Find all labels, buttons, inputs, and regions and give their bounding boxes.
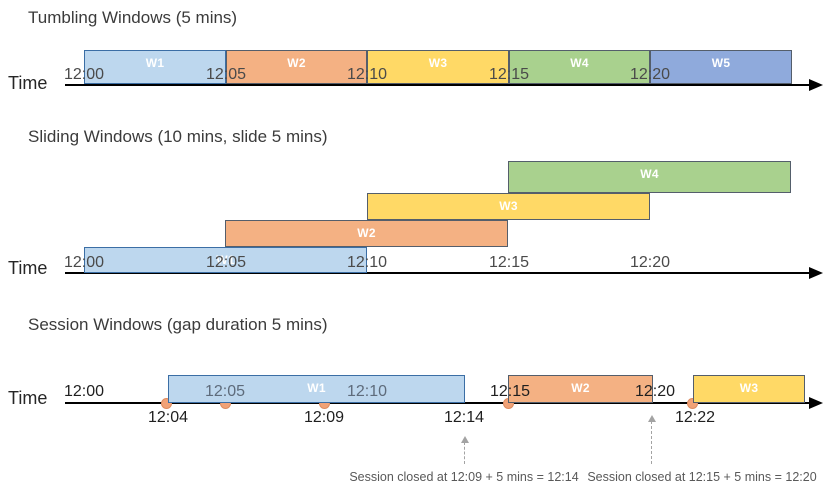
session-closed-annotation: Session closed at 12:09 + 5 mins = 12:14 [349,470,579,484]
window-box-tumbling-w4: W4 [509,50,650,84]
dashed-arrow-up-icon [647,415,656,422]
timeline-arrowhead-icon-session [809,397,823,409]
window-box-sliding-w3: W3 [367,193,650,220]
window-label-sliding-w2: W2 [357,226,376,240]
dashed-arrow-line [651,421,652,464]
dashed-arrow-up-icon [460,436,469,443]
event-time-label-session: 12:22 [674,409,716,426]
section-title-tumbling: Tumbling Windows (5 mins) [28,8,238,27]
window-label-tumbling-w1: W1 [145,56,165,70]
window-label-tumbling-w3: W3 [428,56,448,70]
tick-label-session: 12:15 [489,383,531,400]
time-axis-label-sliding: Time [8,258,48,278]
window-box-tumbling-w3: W3 [367,50,509,84]
window-box-session-w3: W3 [693,375,805,403]
dashed-arrow-line [464,442,465,464]
tick-label-session: 12:05 [204,383,246,400]
tick-label-sliding: 12:20 [629,254,671,271]
window-box-sliding-w4: W4 [508,161,791,193]
window-label-tumbling-w2: W2 [287,56,306,70]
window-box-sliding-w1: W1 [84,247,367,273]
window-box-tumbling-w1: W1 [84,50,226,84]
window-label-tumbling-w4: W4 [570,56,589,70]
window-label-sliding-w1: W1 [216,253,235,267]
window-label-sliding-w4: W4 [640,167,659,181]
window-label-session-w1: W1 [307,381,326,395]
timeline-arrowhead-icon-tumbling [809,79,823,91]
tick-label-tumbling: 12:15 [488,66,530,83]
time-axis-label-session: Time [8,388,48,408]
window-box-tumbling-w5: W5 [650,50,792,84]
session-closed-annotation: Session closed at 12:15 + 5 mins = 12:20 [587,470,817,484]
tick-label-sliding: 12:15 [488,254,530,271]
event-time-label-session: 12:09 [303,409,345,426]
window-box-sliding-w2: W2 [225,220,508,247]
tick-label-sliding: 12:00 [63,254,105,271]
timeline-sliding [65,271,809,275]
window-label-session-w2: W2 [571,381,590,395]
window-box-session-w1: W1 [168,375,465,403]
event-dot-session [686,397,698,409]
event-time-label-session: 12:14 [443,409,485,426]
event-dot-session [160,397,172,409]
tick-label-session: 12:20 [634,383,676,400]
window-label-tumbling-w5: W5 [711,56,731,70]
timeline-tumbling [65,83,809,87]
section-title-session: Session Windows (gap duration 5 mins) [28,315,328,334]
tick-label-sliding: 12:10 [346,254,388,271]
window-label-session-w3: W3 [739,381,759,395]
event-time-label-session: 12:04 [147,409,189,426]
tick-label-tumbling: 12:10 [346,66,388,83]
window-label-sliding-w3: W3 [499,199,518,213]
window-box-session-w2: W2 [508,375,653,403]
window-box-tumbling-w2: W2 [226,50,367,84]
tick-label-tumbling: 12:05 [205,66,247,83]
tick-label-session: 12:10 [346,383,388,400]
tick-label-tumbling: 12:20 [629,66,671,83]
tick-label-tumbling: 12:00 [63,66,105,83]
time-axis-label-tumbling: Time [8,73,48,93]
timeline-arrowhead-icon-sliding [809,267,823,279]
tick-label-session: 12:00 [63,383,105,400]
tick-label-sliding: 12:05 [205,254,247,271]
section-title-sliding: Sliding Windows (10 mins, slide 5 mins) [28,127,328,146]
